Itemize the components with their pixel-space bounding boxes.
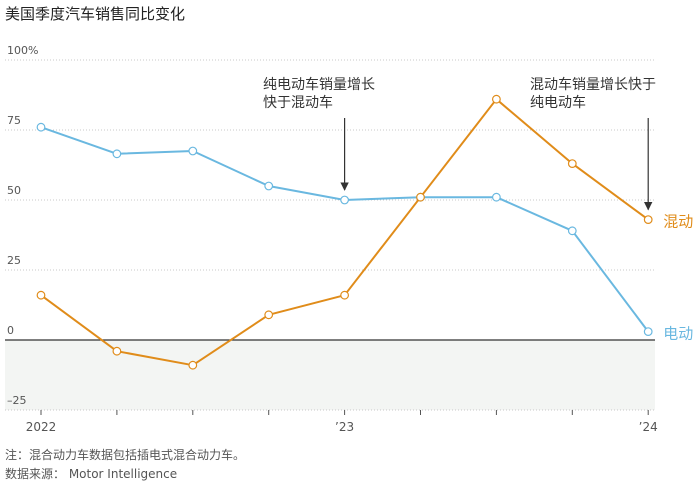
series-label: 电动	[663, 325, 693, 343]
data-point	[492, 94, 501, 104]
data-point	[340, 195, 350, 205]
chart-title: 美国季度汽车销售同比变化	[5, 5, 186, 23]
annotation-text: 纯电动车销量增长	[263, 76, 375, 93]
data-point	[36, 290, 46, 300]
source-note: 数据来源： Motor Intelligence	[5, 467, 178, 481]
annotation-text: 混动车销量增长快于	[530, 76, 656, 93]
annotation-text: 纯电动车	[530, 94, 586, 111]
y-tick-label: 50	[7, 184, 21, 197]
y-tick-label: 100%	[7, 44, 38, 57]
y-tick-label: 0	[7, 324, 14, 337]
data-point	[112, 149, 122, 159]
data-point	[112, 346, 122, 356]
data-point	[264, 181, 274, 191]
x-tick-label: 2022	[26, 420, 57, 434]
y-tick-label: 75	[7, 114, 21, 127]
x-tick-label: ’24	[639, 420, 658, 434]
data-point	[188, 360, 198, 370]
x-tick-label: ’23	[335, 420, 354, 434]
y-tick-label: –25	[7, 394, 27, 407]
y-tick-label: 25	[7, 254, 21, 267]
negative-region	[5, 340, 655, 410]
data-point	[416, 192, 425, 202]
data-point	[264, 310, 274, 320]
annotation-text: 快于混动车	[263, 94, 333, 111]
data-point	[340, 290, 350, 300]
footnote: 注：混合动力车数据包括插电式混合动力车。	[5, 448, 246, 462]
data-point	[492, 192, 501, 202]
data-point	[567, 159, 577, 169]
data-point	[643, 327, 653, 337]
data-point	[567, 226, 577, 236]
series-label: 混动	[663, 213, 693, 231]
data-point	[36, 122, 46, 132]
data-point	[188, 146, 198, 156]
data-point	[643, 215, 653, 225]
